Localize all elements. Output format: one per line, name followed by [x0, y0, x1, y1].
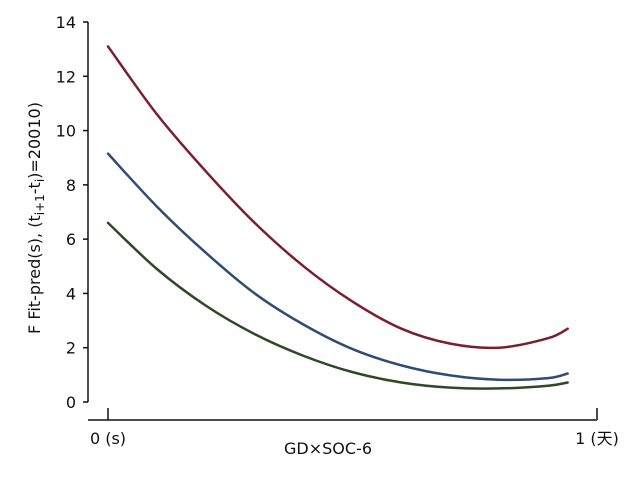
x-axis-title: GD×SOC-6: [284, 439, 372, 458]
y-tick-label: 10: [56, 122, 76, 141]
series-line-1: [106, 45, 569, 350]
axes-layer: [87, 22, 597, 421]
y-axis-title: F Fit-pred(s), (ti+1-ti)=20010): [25, 102, 47, 334]
y-axis-title-sub1: i+1: [33, 194, 47, 215]
y-axis-title-prefix: F Fit-pred(s), (t: [25, 215, 44, 334]
y-tick-label: 14: [56, 13, 76, 32]
y-tick-label: 2: [66, 339, 76, 358]
y-tick-label: 0: [66, 393, 76, 412]
y-tick-label: 6: [66, 230, 76, 249]
y-axis-title-suffix: )=20010): [25, 102, 44, 179]
y-axis-title-sub2: i: [33, 179, 47, 182]
x-tick-label: 1 (天): [575, 429, 619, 448]
y-tick-label: 12: [56, 67, 76, 86]
y-tick-label: 4: [66, 284, 76, 303]
y-axis-title-mid: -t: [25, 182, 44, 194]
series-line-3: [106, 221, 569, 390]
y-tick-label: 8: [66, 176, 76, 195]
series-layer: [106, 45, 569, 390]
x-tick-label: 0 (s): [90, 429, 126, 448]
series-line-2: [106, 152, 569, 382]
ticks-layer: 0 2 4 6 8 10 12 14 0 (s) 1 (天): [56, 13, 619, 448]
